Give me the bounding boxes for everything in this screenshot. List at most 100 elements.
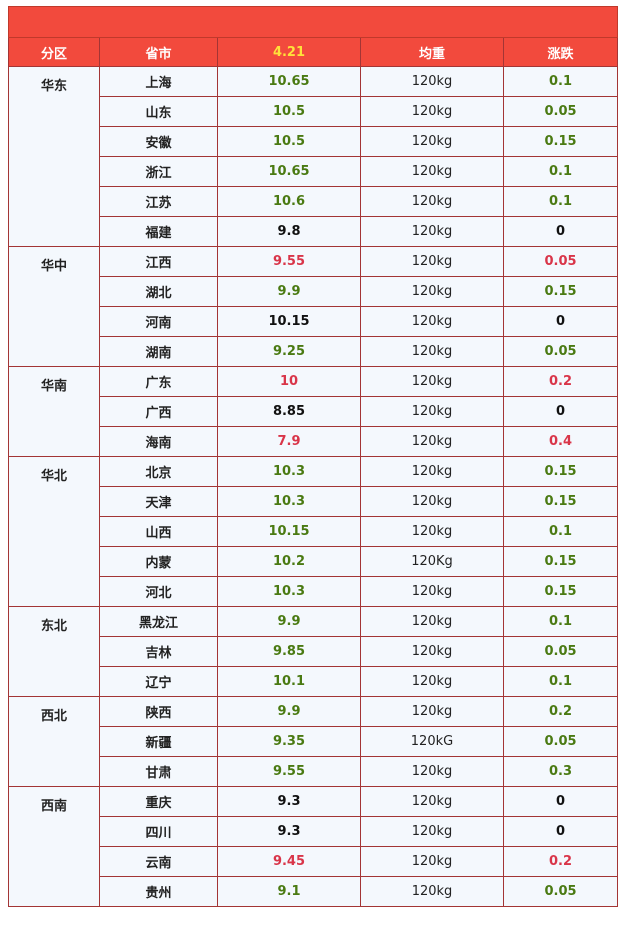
price-cell: 10.15 bbox=[217, 306, 361, 337]
price-cell: 9.9 bbox=[217, 696, 361, 727]
region-cell: 西南 bbox=[8, 786, 100, 907]
change-cell: 0.05 bbox=[502, 876, 619, 907]
table-row: 安徽 10.5 120kg 0.15 bbox=[9, 126, 619, 157]
change-cell: 0.05 bbox=[502, 636, 619, 667]
province-cell: 甘肃 bbox=[99, 756, 218, 787]
change-cell: 0.1 bbox=[502, 156, 619, 187]
price-cell: 9.35 bbox=[217, 726, 361, 757]
change-cell: 0.1 bbox=[502, 666, 619, 697]
price-cell: 9.1 bbox=[217, 876, 361, 907]
province-cell: 广西 bbox=[99, 396, 218, 427]
province-cell: 湖北 bbox=[99, 276, 218, 307]
table-row: 浙江 10.65 120kg 0.1 bbox=[9, 156, 619, 187]
weight-cell: 120kg bbox=[360, 96, 504, 127]
province-cell: 湖南 bbox=[99, 336, 218, 367]
price-cell: 9.55 bbox=[217, 246, 361, 277]
table-row: 海南 7.9 120kg 0.4 bbox=[9, 426, 619, 457]
price-cell: 10.1 bbox=[217, 666, 361, 697]
change-cell: 0 bbox=[502, 786, 619, 817]
table-row: 江苏 10.6 120kg 0.1 bbox=[9, 186, 619, 217]
weight-cell: 120kg bbox=[360, 576, 504, 607]
change-cell: 0.05 bbox=[502, 96, 619, 127]
change-cell: 0.15 bbox=[502, 546, 619, 577]
price-cell: 10.5 bbox=[217, 96, 361, 127]
change-cell: 0.05 bbox=[502, 336, 619, 367]
change-cell: 0 bbox=[502, 396, 619, 427]
table-row: 华北 北京 10.3 120kg 0.15 bbox=[8, 456, 619, 607]
change-cell: 0 bbox=[502, 816, 619, 847]
province-cell: 浙江 bbox=[99, 156, 218, 187]
table-row: 福建 9.8 120kg 0 bbox=[9, 216, 619, 247]
weight-cell: 120kg bbox=[360, 426, 504, 457]
table-row: 东北 黑龙江 9.9 120kg 0.1 bbox=[8, 606, 619, 697]
pig-price-table: 分区 省市 4.21 均重 涨跌 华东 上海 10.65 120kg 0.1 山东 10.5… bbox=[7, 6, 619, 907]
change-cell: 0.15 bbox=[502, 126, 619, 157]
province-cell: 陕西 bbox=[99, 696, 218, 727]
price-cell: 10 bbox=[217, 366, 361, 397]
header-weight: 均重 bbox=[360, 37, 504, 67]
table-row: 广西 8.85 120kg 0 bbox=[9, 396, 619, 427]
price-cell: 9.85 bbox=[217, 636, 361, 667]
table-row: 河北 10.3 120kg 0.15 bbox=[9, 576, 619, 607]
change-cell: 0.2 bbox=[502, 366, 619, 397]
change-cell: 0.2 bbox=[502, 846, 619, 877]
table-row: 华南 广东 10 120kg 0.2 bbox=[8, 366, 619, 457]
price-cell: 10.65 bbox=[217, 156, 361, 187]
region-cell: 华中 bbox=[8, 246, 100, 367]
table-row: 山西 10.15 120kg 0.1 bbox=[9, 516, 619, 547]
price-cell: 10.65 bbox=[217, 66, 361, 97]
weight-cell: 120kG bbox=[360, 726, 504, 757]
table-row: 辽宁 10.1 120kg 0.1 bbox=[9, 666, 619, 697]
change-cell: 0.05 bbox=[502, 246, 619, 277]
header-change: 涨跌 bbox=[502, 37, 619, 67]
price-table-container: 分区 省市 4.21 均重 涨跌 华东 上海 10.65 120kg 0.1 山东 10.5… bbox=[7, 6, 619, 907]
province-cell: 北京 bbox=[99, 456, 218, 487]
province-cell: 广东 bbox=[99, 366, 218, 397]
table-row: 华东 上海 10.65 120kg 0.1 bbox=[8, 66, 619, 247]
weight-cell: 120kg bbox=[360, 216, 504, 247]
weight-cell: 120kg bbox=[360, 696, 504, 727]
weight-cell: 120kg bbox=[360, 666, 504, 697]
price-cell: 9.45 bbox=[217, 846, 361, 877]
weight-cell: 120kg bbox=[360, 306, 504, 337]
table-row: 新疆 9.35 120kG 0.05 bbox=[9, 726, 619, 757]
table-row: 云南 9.45 120kg 0.2 bbox=[9, 846, 619, 877]
weight-cell: 120kg bbox=[360, 846, 504, 877]
change-cell: 0.1 bbox=[502, 606, 619, 637]
region-cell: 东北 bbox=[8, 606, 100, 697]
title-banner bbox=[7, 6, 619, 38]
province-cell: 上海 bbox=[99, 66, 218, 97]
price-cell: 7.9 bbox=[217, 426, 361, 457]
province-cell: 贵州 bbox=[99, 876, 218, 907]
change-cell: 0.15 bbox=[502, 456, 619, 487]
table-row: 吉林 9.85 120kg 0.05 bbox=[9, 636, 619, 667]
province-cell: 山西 bbox=[99, 516, 218, 547]
weight-cell: 120kg bbox=[360, 486, 504, 517]
weight-cell: 120kg bbox=[360, 66, 504, 97]
province-cell: 安徽 bbox=[99, 126, 218, 157]
price-cell: 9.9 bbox=[217, 606, 361, 637]
weight-cell: 120kg bbox=[360, 366, 504, 397]
province-cell: 福建 bbox=[99, 216, 218, 247]
price-cell: 9.3 bbox=[217, 786, 361, 817]
province-cell: 辽宁 bbox=[99, 666, 218, 697]
weight-cell: 120kg bbox=[360, 126, 504, 157]
change-cell: 0.15 bbox=[502, 576, 619, 607]
region-cell: 西北 bbox=[8, 696, 100, 787]
change-cell: 0 bbox=[502, 306, 619, 337]
province-cell: 黑龙江 bbox=[99, 606, 218, 637]
table-row: 贵州 9.1 120kg 0.05 bbox=[9, 876, 619, 907]
change-cell: 0.3 bbox=[502, 756, 619, 787]
weight-cell: 120kg bbox=[360, 756, 504, 787]
province-cell: 江苏 bbox=[99, 186, 218, 217]
price-cell: 8.85 bbox=[217, 396, 361, 427]
table-row: 内蒙 10.2 120Kg 0.15 bbox=[9, 546, 619, 577]
table-row: 西南 重庆 9.3 120kg 0 bbox=[8, 786, 619, 907]
province-cell: 河南 bbox=[99, 306, 218, 337]
banner-cell bbox=[7, 6, 619, 38]
change-cell: 0.1 bbox=[502, 186, 619, 217]
weight-cell: 120kg bbox=[360, 186, 504, 217]
table-body: 华东 上海 10.65 120kg 0.1 山东 10.5 120kg 0.05 安徽 10.5 12… bbox=[8, 66, 619, 907]
weight-cell: 120kg bbox=[360, 876, 504, 907]
change-cell: 0.1 bbox=[502, 516, 619, 547]
